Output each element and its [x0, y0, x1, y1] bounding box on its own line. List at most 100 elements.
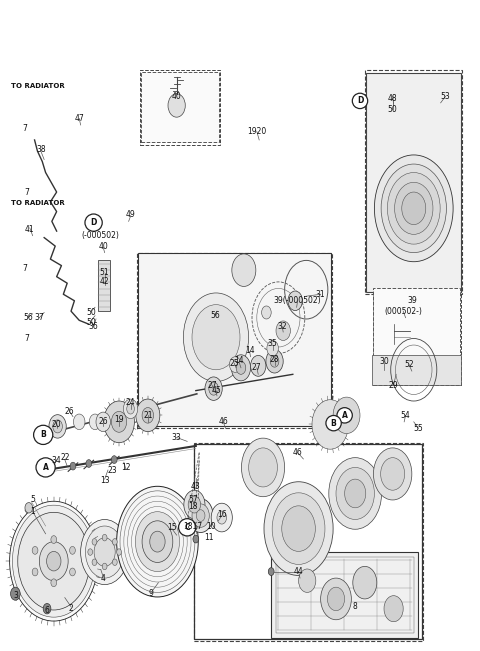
Text: 25: 25: [229, 359, 239, 368]
Text: 27: 27: [207, 381, 217, 390]
Ellipse shape: [188, 496, 201, 513]
Text: 50: 50: [86, 318, 96, 327]
Ellipse shape: [18, 512, 90, 610]
Ellipse shape: [251, 355, 266, 376]
Text: 50: 50: [86, 308, 96, 317]
Circle shape: [85, 214, 102, 231]
Text: 49: 49: [126, 210, 135, 219]
Text: 41: 41: [25, 225, 35, 234]
Ellipse shape: [150, 531, 165, 552]
Ellipse shape: [249, 448, 277, 487]
Ellipse shape: [142, 408, 154, 423]
Ellipse shape: [384, 596, 403, 622]
Ellipse shape: [85, 526, 124, 578]
Text: 16: 16: [217, 510, 227, 519]
Text: 35: 35: [268, 339, 277, 348]
Bar: [373, 286, 461, 385]
Ellipse shape: [135, 512, 180, 572]
Ellipse shape: [92, 559, 97, 566]
Text: 52: 52: [404, 360, 414, 369]
Ellipse shape: [112, 559, 117, 566]
Ellipse shape: [381, 458, 405, 490]
Bar: [373, 288, 460, 384]
Circle shape: [337, 408, 352, 423]
Ellipse shape: [381, 164, 446, 253]
Text: B: B: [331, 419, 336, 428]
Text: 27: 27: [252, 363, 262, 372]
Text: 23: 23: [108, 465, 118, 475]
Ellipse shape: [123, 399, 138, 419]
Circle shape: [36, 458, 55, 477]
Circle shape: [179, 519, 196, 536]
Text: 30: 30: [379, 357, 389, 366]
Ellipse shape: [96, 412, 110, 432]
Bar: [372, 355, 461, 385]
Ellipse shape: [395, 182, 433, 234]
Text: TO RADIATOR: TO RADIATOR: [11, 200, 64, 206]
Ellipse shape: [94, 538, 115, 566]
Ellipse shape: [282, 506, 315, 551]
Text: 14: 14: [245, 346, 254, 355]
Bar: [98, 260, 110, 311]
Ellipse shape: [241, 438, 285, 497]
Text: 26: 26: [98, 417, 108, 426]
Circle shape: [34, 425, 53, 445]
Ellipse shape: [231, 355, 251, 381]
Bar: [271, 552, 418, 638]
Text: 46: 46: [218, 417, 228, 426]
Ellipse shape: [270, 355, 279, 367]
Text: 20: 20: [52, 420, 61, 429]
Text: 21: 21: [143, 411, 153, 420]
Ellipse shape: [25, 503, 33, 513]
Text: 19: 19: [114, 415, 124, 424]
Ellipse shape: [88, 549, 93, 555]
Text: 5: 5: [30, 495, 35, 505]
Ellipse shape: [266, 350, 283, 373]
Ellipse shape: [102, 534, 107, 541]
Text: (-000502): (-000502): [82, 231, 120, 240]
Ellipse shape: [92, 538, 97, 545]
Text: 38: 38: [36, 145, 46, 154]
Ellipse shape: [229, 357, 241, 372]
Ellipse shape: [236, 361, 246, 374]
Text: A: A: [43, 463, 48, 472]
Ellipse shape: [192, 305, 240, 370]
Ellipse shape: [86, 460, 92, 467]
Bar: [140, 70, 220, 145]
Ellipse shape: [193, 535, 199, 543]
Text: 47: 47: [74, 114, 84, 123]
Text: 1: 1: [30, 506, 35, 516]
Text: 44: 44: [294, 567, 303, 576]
Text: 8: 8: [353, 602, 358, 611]
Bar: [194, 444, 422, 639]
Text: 6: 6: [45, 606, 49, 615]
Ellipse shape: [111, 456, 117, 464]
Ellipse shape: [73, 414, 85, 430]
Ellipse shape: [184, 490, 205, 519]
Text: (000502-): (000502-): [384, 307, 422, 316]
Ellipse shape: [387, 173, 440, 244]
Ellipse shape: [117, 486, 198, 597]
Text: 53: 53: [441, 92, 450, 101]
Text: 39: 39: [407, 296, 417, 305]
Text: D: D: [357, 96, 363, 105]
Text: 54: 54: [401, 411, 410, 420]
Text: 32: 32: [277, 322, 287, 331]
Text: 51: 51: [100, 268, 109, 277]
Ellipse shape: [209, 382, 218, 395]
Bar: [138, 253, 331, 426]
Bar: [194, 443, 423, 641]
Text: 1920: 1920: [247, 127, 266, 136]
Ellipse shape: [262, 306, 271, 319]
Text: 50: 50: [388, 105, 397, 114]
Text: 40: 40: [98, 242, 108, 251]
Ellipse shape: [51, 536, 57, 544]
Ellipse shape: [89, 414, 101, 430]
Text: 11: 11: [204, 533, 214, 542]
Text: 39(-000502): 39(-000502): [274, 296, 322, 305]
Text: A: A: [342, 411, 348, 420]
Ellipse shape: [288, 291, 302, 311]
Ellipse shape: [43, 603, 51, 614]
Ellipse shape: [373, 448, 412, 500]
Circle shape: [352, 93, 368, 109]
